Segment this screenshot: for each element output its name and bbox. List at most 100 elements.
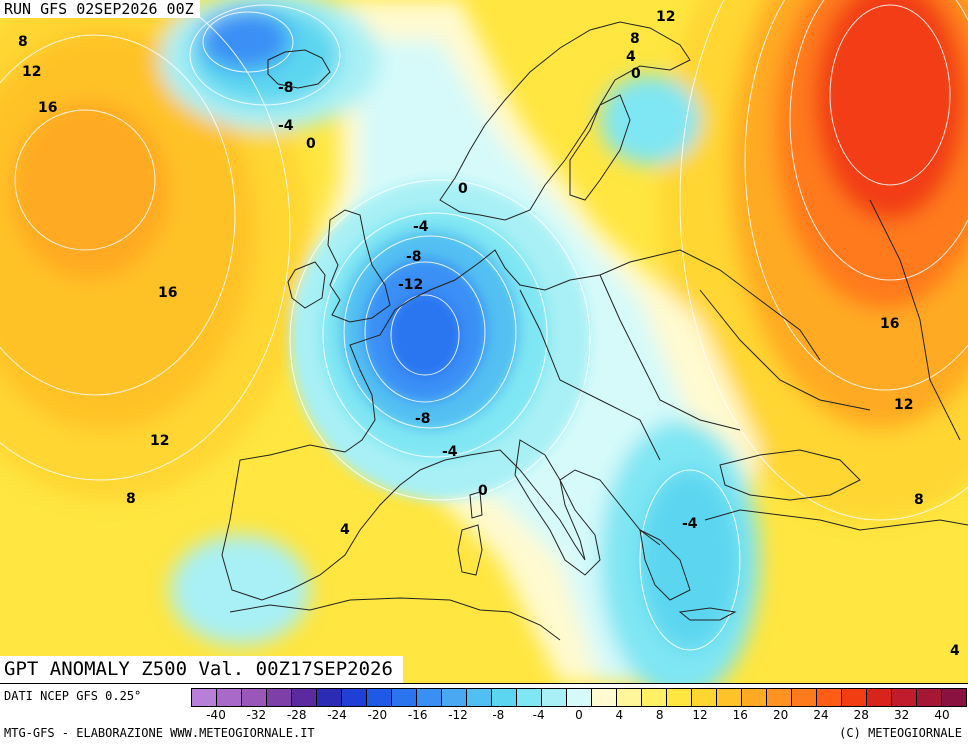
contour-west-12	[0, 0, 291, 481]
scale-tick-label: -20	[367, 708, 388, 722]
contour-north-8	[202, 11, 294, 73]
scale-swatch	[367, 689, 392, 706]
run-title: RUN GFS 02SEP2026 00Z	[0, 0, 200, 18]
scale-tick-label: 8	[655, 708, 664, 722]
central-low-core	[390, 293, 460, 377]
label-minus4-greece: -4	[682, 516, 698, 532]
scale-swatch	[292, 689, 317, 706]
scale-swatch	[242, 689, 267, 706]
credit-right: (C) METEOGIORNALE	[839, 726, 962, 740]
greece-low-core	[640, 470, 740, 650]
scale-swatch	[942, 689, 966, 706]
anomaly-map: 8 12 16 -8 -4 0 12 8 4 0 0 -4 -8 -12 16 …	[0, 0, 968, 683]
scale-swatch	[842, 689, 867, 706]
contour-greece-4	[639, 469, 741, 651]
east-border-4	[699, 289, 871, 411]
scale-swatch	[717, 689, 742, 706]
scale-swatch	[492, 689, 517, 706]
west-ridge-core	[10, 100, 170, 280]
scale-tick-label: 32	[893, 708, 910, 722]
contour-east-16	[744, 0, 968, 391]
label-minus8-alps: -8	[415, 411, 431, 427]
footer: DATI NCEP GFS 0.25° -40 -32 -28 -24 -20 -16 -1…	[0, 683, 968, 746]
north-low-core	[200, 10, 290, 70]
gulf-bothnia	[569, 94, 631, 201]
mediterranean-north	[444, 449, 661, 561]
crete	[678, 607, 737, 621]
scale-swatch	[917, 689, 942, 706]
label-plus16-atlantic: 16	[158, 285, 177, 301]
east-border-2	[629, 249, 821, 361]
east-border-5	[869, 199, 961, 441]
scale-swatch	[867, 689, 892, 706]
contour-north-4	[189, 4, 341, 106]
scale-swatch	[467, 689, 492, 706]
black-sea	[719, 449, 861, 501]
north-africa-coast	[229, 597, 561, 641]
label-minus8-iceland: -8	[278, 80, 294, 96]
scale-swatch	[742, 689, 767, 706]
label-minus8-north-sea: -8	[406, 249, 422, 265]
contour-central-4	[322, 212, 548, 458]
scale-swatch	[817, 689, 842, 706]
label-plus4-n: 4	[626, 49, 636, 65]
scale-swatch	[767, 689, 792, 706]
scale-tick-label: -16	[407, 708, 428, 722]
scale-swatch	[217, 689, 242, 706]
contour-central-8	[343, 235, 517, 429]
scale-swatch	[542, 689, 567, 706]
anomaly-shading	[0, 0, 968, 683]
scale-swatch	[617, 689, 642, 706]
east-border-3	[519, 289, 661, 461]
greece-coast	[639, 529, 691, 601]
map-title: GPT ANOMALY Z500 Val. 00Z17SEP2026	[0, 656, 403, 683]
scale-swatch	[642, 689, 667, 706]
label-minus4-iceland: -4	[278, 118, 294, 134]
contour-east-20	[789, 0, 968, 281]
color-scale	[191, 688, 967, 707]
scale-tick-label: 28	[853, 708, 869, 722]
spain-low	[170, 535, 310, 645]
contour-east-24	[829, 4, 951, 186]
data-source-label: DATI NCEP GFS 0.25°	[4, 689, 142, 703]
label-plus4-iberia: 4	[340, 522, 350, 538]
scale-tick-label: -12	[448, 708, 468, 722]
scale-swatch	[692, 689, 717, 706]
label-plus4-east: 4	[950, 643, 960, 659]
contour-east-12	[679, 0, 968, 521]
contour-west-20	[14, 109, 156, 251]
east-border-1	[599, 274, 741, 431]
label-zero-n: 0	[631, 66, 641, 82]
scale-swatch	[342, 689, 367, 706]
scale-tick-label: 0	[575, 708, 583, 722]
label-plus16-w: 16	[38, 100, 57, 116]
label-minus4-alps: -4	[442, 444, 458, 460]
scale-tick-label: -8	[492, 708, 505, 722]
france-coast	[344, 309, 396, 453]
scale-tick-label: -24	[327, 708, 347, 722]
scale-swatch	[667, 689, 692, 706]
coastlines-and-borders	[221, 21, 968, 641]
label-plus12-east: 12	[894, 397, 913, 413]
contour-west-16	[0, 34, 236, 396]
label-minus12: -12	[398, 277, 423, 293]
label-plus12-atlantic: 12	[150, 433, 169, 449]
label-plus12-n: 12	[656, 9, 675, 25]
label-plus8-east: 8	[914, 492, 924, 508]
label-plus8-n: 8	[630, 31, 640, 47]
scale-swatch	[442, 689, 467, 706]
scale-swatch	[592, 689, 617, 706]
contour-labels: 8 12 16 -8 -4 0 12 8 4 0 0 -4 -8 -12 16 …	[18, 9, 960, 659]
label-plus12-w: 12	[22, 64, 41, 80]
corsica	[469, 491, 483, 519]
credit-left: MTG-GFS - ELABORAZIONE WWW.METEOGIORNALE…	[4, 726, 315, 740]
scale-tick-label: -4	[532, 708, 545, 722]
sardinia	[457, 524, 483, 576]
turkey-coast	[704, 509, 968, 531]
scale-swatch	[792, 689, 817, 706]
scale-tick-label: 24	[813, 708, 829, 722]
central-low-shading	[290, 180, 590, 500]
label-minus4-north-sea: -4	[413, 219, 429, 235]
italy	[514, 439, 601, 576]
